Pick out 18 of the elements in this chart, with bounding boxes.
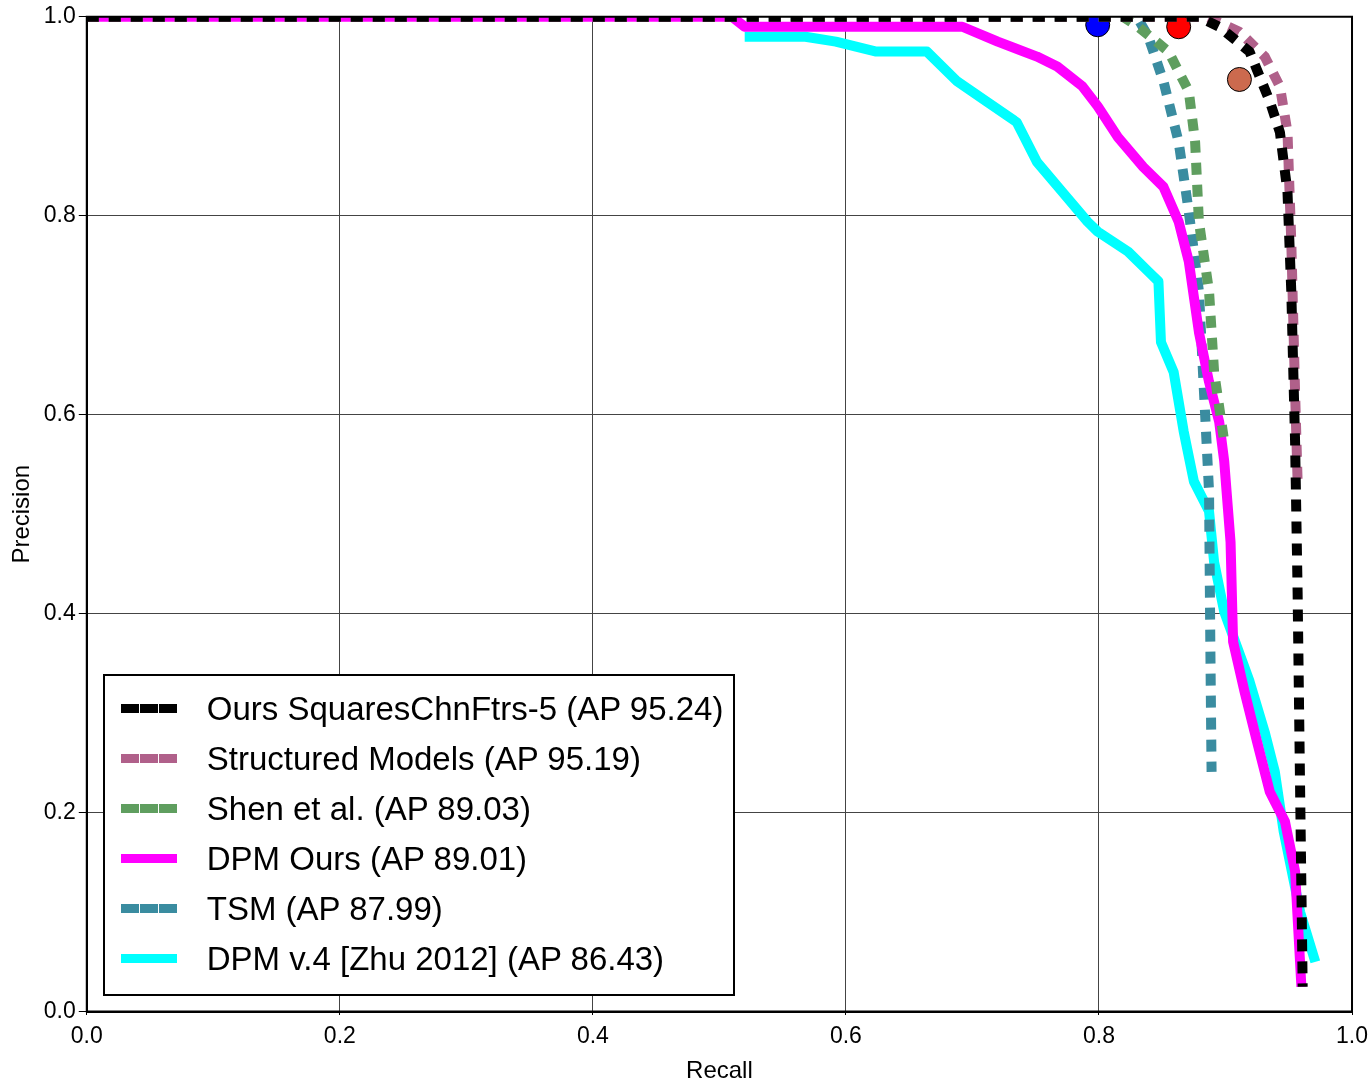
legend-label: DPM Ours (AP 89.01) [206, 839, 528, 878]
x-tick-label: 1.0 [1336, 1021, 1369, 1048]
y-axis-title: Precision [7, 464, 35, 564]
legend-label: TSM (AP 87.99) [206, 889, 443, 928]
y-tick-label: 0.0 [43, 996, 76, 1023]
x-tick-label: 0.6 [829, 1021, 862, 1048]
x-tick-label: 0.2 [323, 1021, 356, 1048]
y-tick-label: 0.8 [43, 201, 76, 228]
x-tick-label: 0.4 [576, 1021, 610, 1048]
y-tick-label: 1.0 [43, 2, 76, 29]
x-tick-label: 0.8 [1082, 1021, 1115, 1048]
x-axis-title: Recall [686, 1056, 753, 1084]
y-tick-label: 0.2 [43, 797, 76, 824]
y-tick-label: 0.4 [43, 599, 76, 626]
legend-label: Shen et al. (AP 89.03) [206, 789, 531, 828]
legend-label: DPM v.4 [Zhu 2012] (AP 86.43) [206, 939, 665, 978]
x-tick-label: 0.0 [70, 1021, 103, 1048]
y-tick-label: 0.6 [43, 400, 76, 427]
